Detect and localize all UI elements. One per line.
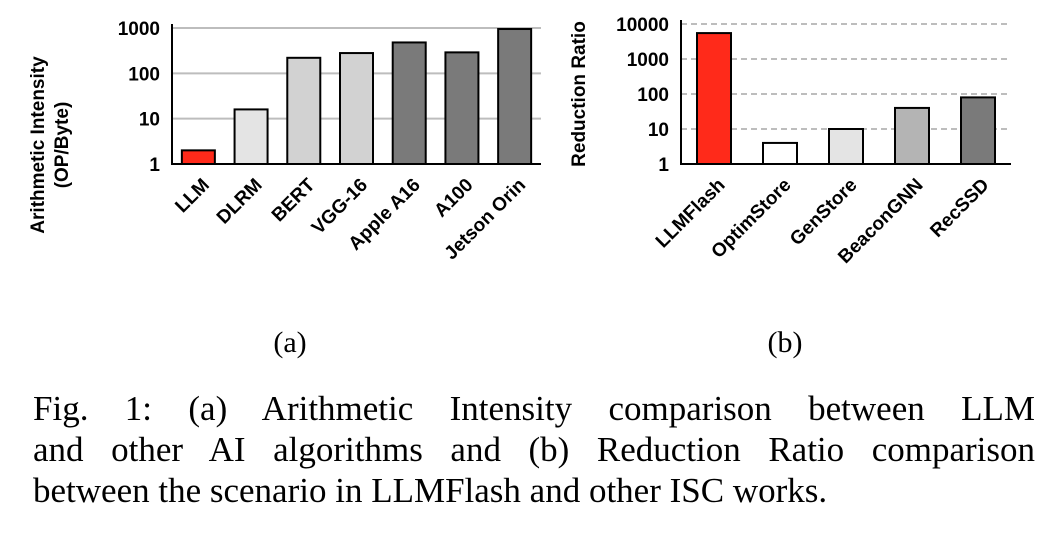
chart-a-category-label: BERT — [268, 174, 320, 226]
chart-b-bar — [960, 96, 996, 165]
chart-a-ytick-label: 1 — [149, 155, 160, 176]
chart-b-bar — [762, 141, 798, 166]
chart-a-bar — [233, 108, 269, 166]
chart-a-ytick-label: 100 — [128, 64, 160, 85]
caption-line-1: Fig. 1: (a) Arithmetic Intensity compari… — [33, 389, 1035, 428]
chart-b-bar — [828, 128, 864, 165]
chart-b-bar — [894, 106, 930, 165]
chart-b-ytick-label: 10 — [648, 120, 669, 141]
chart-a-bar — [391, 41, 427, 166]
chart-b-sublabel: (b) — [768, 326, 803, 359]
chart-a-ytick-label: 10 — [139, 110, 160, 131]
chart-b-bar — [696, 32, 732, 165]
chart-b-category-label: RecSSD — [926, 175, 993, 242]
chart-a-bar — [497, 28, 533, 166]
chart-a-ytick-label: 1000 — [118, 19, 160, 40]
chart-a-bar — [286, 56, 322, 165]
chart-a-bar — [339, 52, 374, 165]
chart-a-bar — [444, 51, 480, 165]
chart-a-sublabel: (a) — [273, 326, 306, 359]
chart-b-ytick-label: 100 — [637, 85, 669, 106]
chart-a-ylabel: (OP/Byte) — [52, 102, 73, 189]
chart-a-ylabel: Arithmetic Intensity — [28, 56, 49, 234]
chart-a-category-label: LLM — [171, 175, 213, 217]
chart-b-ylabel: Reduction Ratio — [569, 21, 590, 167]
caption-line-3: between the scenario in LLMFlash and oth… — [33, 471, 828, 510]
chart-a-category-label: DLRM — [213, 175, 267, 229]
chart-a-bar — [180, 149, 216, 165]
chart-b-ytick-label: 1 — [658, 155, 669, 176]
chart-b-ytick-label: 1000 — [627, 50, 669, 71]
chart-b: 110100100010000LLMFlashOptimStoreGenStor… — [569, 15, 1011, 359]
caption-line-2: and other AI algorithms and (b) Reductio… — [33, 430, 1035, 469]
chart-b-ytick-label: 10000 — [616, 15, 669, 36]
chart-a-category-label: A100 — [430, 175, 477, 222]
figure-caption: Fig. 1: (a) Arithmetic Intensity compari… — [33, 388, 1035, 511]
